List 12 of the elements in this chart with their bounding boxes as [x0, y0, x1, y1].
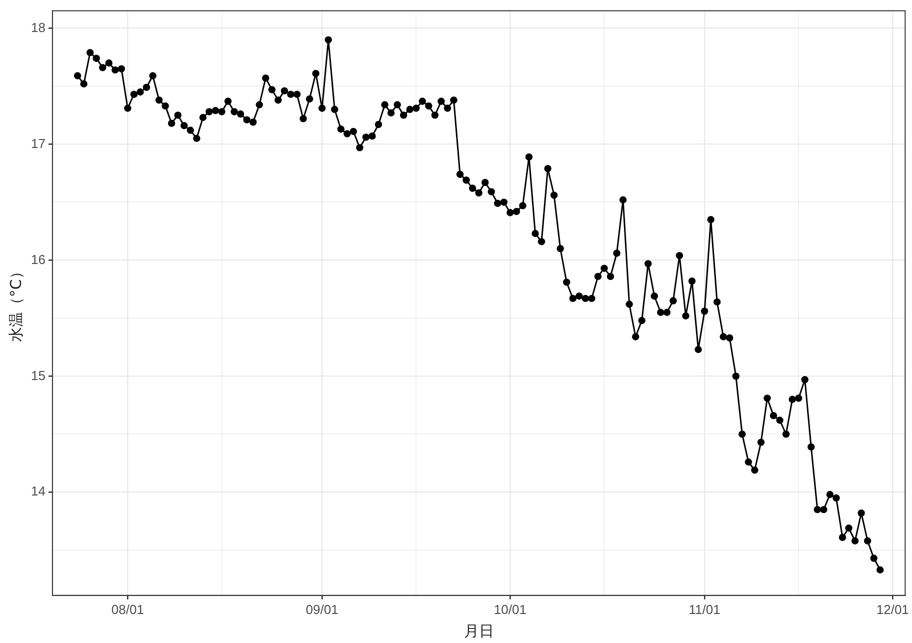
y-tick-label: 18: [30, 20, 46, 35]
x-axis-title: 月日: [464, 622, 494, 640]
x-tick-label: 09/01: [306, 602, 338, 617]
x-tick-label: 08/01: [111, 602, 144, 617]
x-tick-label: 12/01: [876, 602, 909, 617]
y-tick-label: 15: [30, 368, 46, 383]
y-tick-label: 14: [30, 484, 46, 499]
y-tick-label: 16: [30, 252, 46, 267]
y-axis-title: 水温（°C）: [6, 264, 25, 342]
x-tick-label: 10/01: [494, 602, 526, 617]
y-tick-label: 17: [30, 136, 46, 151]
x-tick-label: 11/01: [688, 602, 720, 617]
